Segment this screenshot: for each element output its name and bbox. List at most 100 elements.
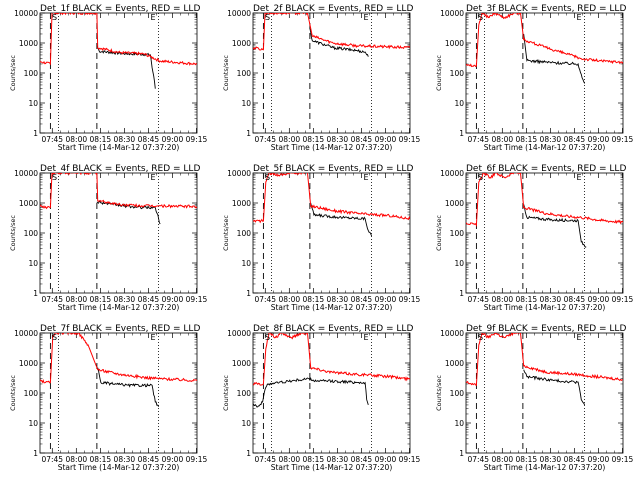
x-tick-label: 08:45: [564, 135, 586, 144]
y-axis-label: Counts/sec: [435, 55, 443, 91]
marker-e: E: [364, 13, 369, 22]
x-tick-label: 08:30: [327, 455, 349, 464]
x-tick-label: 09:15: [186, 135, 208, 144]
x-tick-label: 07:45: [41, 295, 63, 304]
y-tick-label: 1000: [232, 359, 251, 368]
panel-7: Det_7f BLACK = Events, RED = LLD 1 10 100 10…: [9, 324, 207, 472]
series-events-line: [523, 204, 587, 248]
y-axis-label: Counts/sec: [222, 215, 230, 251]
y-tick-label: 1: [459, 129, 464, 138]
x-axis-label: Start Time (14-Mar-12 07:37:20): [58, 303, 180, 312]
x-tick-label: 08:00: [492, 135, 514, 144]
x-tick-label: 08:00: [279, 455, 301, 464]
x-tick-label: 08:45: [351, 135, 373, 144]
y-tick-label: 100: [450, 69, 465, 78]
y-tick-label: 10000: [14, 169, 38, 178]
y-tick-label: 10000: [14, 9, 38, 18]
x-tick-label: 09:15: [399, 135, 421, 144]
marker-s: S: [478, 173, 483, 182]
panel-5: Det_5f BLACK = Events, RED = LLD 1 10 100 10…: [222, 164, 420, 312]
y-tick-label: 1000: [232, 39, 251, 48]
panel-1: Det_1f BLACK = Events, RED = LLD 1 10 100 10…: [9, 4, 207, 152]
x-tick-label: 07:45: [41, 455, 63, 464]
y-tick-label: 1: [33, 129, 38, 138]
x-tick-label: 08:15: [90, 135, 112, 144]
panel-title: Det_1f BLACK = Events, RED = LLD: [40, 4, 200, 14]
y-tick-label: 1000: [19, 39, 38, 48]
y-tick-label: 100: [450, 229, 465, 238]
y-tick-label: 10: [28, 259, 38, 268]
series-events-line: [309, 28, 369, 57]
series-lld-line: [40, 333, 197, 384]
panel-4: Det_4f BLACK = Events, RED = LLD 1 10 100 10…: [9, 164, 207, 312]
x-tick-label: 09:00: [162, 135, 184, 144]
x-tick-label: 09:15: [612, 455, 634, 464]
y-tick-label: 10000: [14, 329, 38, 338]
axes-frame: [465, 172, 624, 294]
x-tick-label: 08:45: [351, 455, 373, 464]
y-tick-label: 1000: [445, 199, 464, 208]
x-tick-label: 08:15: [303, 455, 325, 464]
y-tick-label: 10000: [440, 9, 464, 18]
x-tick-label: 09:00: [588, 455, 610, 464]
marker-s: S: [52, 13, 57, 22]
x-tick-label: 08:15: [303, 135, 325, 144]
x-tick-label: 08:15: [90, 295, 112, 304]
y-tick-label: 1000: [445, 39, 464, 48]
series-lld-line: [253, 13, 410, 51]
x-tick-label: 08:00: [279, 295, 301, 304]
series-lld-line: [466, 173, 623, 228]
axes-frame: [252, 172, 411, 294]
y-tick-label: 1: [246, 289, 251, 298]
y-tick-label: 100: [237, 389, 252, 398]
y-tick-label: 10: [454, 99, 464, 108]
x-tick-label: 08:15: [90, 455, 112, 464]
y-tick-label: 1000: [19, 199, 38, 208]
x-tick-label: 09:15: [612, 295, 634, 304]
marker-e: E: [577, 173, 582, 182]
x-tick-label: 07:45: [254, 295, 276, 304]
series-events-line: [310, 202, 373, 237]
x-tick-label: 07:45: [467, 135, 489, 144]
y-tick-label: 10: [454, 259, 464, 268]
y-tick-label: 10000: [227, 329, 251, 338]
x-tick-label: 08:30: [114, 455, 136, 464]
y-tick-label: 100: [237, 69, 252, 78]
x-tick-label: 08:45: [138, 135, 160, 144]
series-events-line: [523, 33, 586, 84]
y-axis-label: Counts/sec: [9, 55, 17, 91]
axes-frame: [252, 12, 411, 134]
x-tick-label: 08:30: [540, 455, 562, 464]
y-axis-label: Counts/sec: [9, 375, 17, 411]
x-tick-label: 09:15: [186, 295, 208, 304]
series-events-line: [96, 45, 156, 89]
x-tick-label: 08:30: [114, 135, 136, 144]
x-tick-label: 09:15: [399, 455, 421, 464]
x-tick-label: 09:00: [162, 455, 184, 464]
marker-s: S: [478, 333, 483, 342]
y-tick-label: 10: [241, 419, 251, 428]
x-tick-label: 08:00: [492, 455, 514, 464]
panel-2: Det_2f BLACK = Events, RED = LLD 1 10 100 10…: [222, 4, 420, 152]
y-axis-label: Counts/sec: [435, 215, 443, 251]
x-tick-label: 07:45: [254, 135, 276, 144]
series-lld-line: [466, 13, 623, 68]
y-tick-label: 1: [246, 129, 251, 138]
series-lld-line: [466, 333, 623, 387]
marker-s: S: [265, 333, 270, 342]
axes-frame: [465, 12, 624, 134]
x-tick-label: 09:00: [375, 295, 397, 304]
axes-frame: [39, 12, 198, 134]
x-tick-label: 08:45: [138, 295, 160, 304]
x-axis-label: Start Time (14-Mar-12 07:37:20): [271, 463, 393, 472]
axes-frame: [39, 172, 198, 294]
y-tick-label: 100: [237, 229, 252, 238]
panel-title: Det_8f BLACK = Events, RED = LLD: [253, 324, 413, 334]
x-axis-label: Start Time (14-Mar-12 07:37:20): [484, 143, 606, 152]
panel-title: Det_3f BLACK = Events, RED = LLD: [466, 4, 626, 14]
x-tick-label: 07:45: [467, 455, 489, 464]
panel-title: Det_6f BLACK = Events, RED = LLD: [466, 164, 626, 174]
x-tick-label: 08:00: [279, 135, 301, 144]
series-events-line: [97, 367, 160, 407]
